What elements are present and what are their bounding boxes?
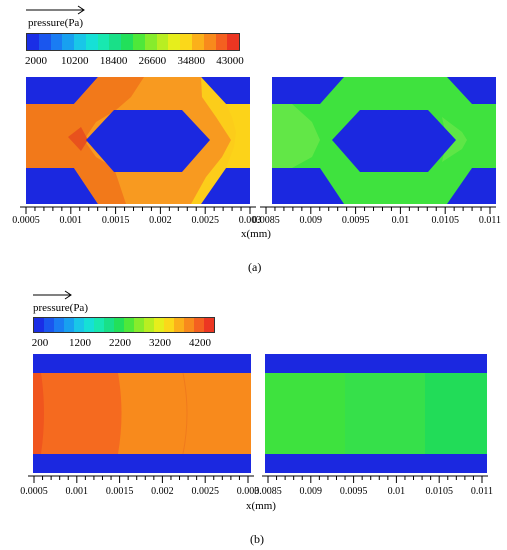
colorbar-swatch — [184, 318, 194, 332]
panel-label-a: (a) — [248, 260, 262, 274]
colorbar-swatch — [215, 34, 228, 50]
colorbar-tick-label: 26600 — [138, 55, 167, 67]
colorbar-swatch — [168, 34, 181, 50]
x-axis-right — [260, 206, 496, 214]
x-tick-label: 0.0085 — [252, 215, 280, 226]
colorbar-swatch — [156, 34, 169, 50]
colorbar-swatch — [174, 318, 184, 332]
x-axis-right — [262, 475, 488, 483]
x-axis-label: x(mm) — [246, 500, 276, 512]
colorbar-swatch — [144, 34, 157, 50]
pressure-field-left — [26, 77, 250, 204]
colorbar-swatch — [227, 34, 240, 50]
x-tick-label: 0.0015 — [105, 486, 134, 497]
colorbar-swatch — [114, 318, 124, 332]
colorbar-swatch — [144, 318, 154, 332]
x-tick-label: 0.0005 — [12, 215, 40, 226]
x-tick-label: 0.001 — [65, 486, 89, 497]
colorbar-tick-label: 2200 — [109, 337, 131, 349]
colorbar-swatch — [74, 318, 84, 332]
x-tick-label: 0.009 — [299, 215, 323, 226]
panel-label-b: (b) — [250, 532, 264, 546]
x-tick-label: 0.0085 — [254, 486, 282, 497]
colorbar-swatch — [97, 34, 110, 50]
colorbar-swatch — [133, 34, 145, 50]
colorbar-swatch — [204, 318, 214, 332]
colorbar-swatch — [54, 318, 64, 332]
x-axis-left — [28, 475, 254, 483]
colorbar-swatch — [180, 34, 192, 50]
colorbar-swatch — [121, 34, 134, 50]
colorbar-swatch — [38, 34, 51, 50]
colorbar-swatch — [27, 34, 39, 50]
colorbar-tick-label: 34800 — [177, 55, 205, 67]
pressure-field-right — [272, 77, 496, 204]
colorbar-swatch — [154, 318, 164, 332]
colorbar-swatch — [203, 34, 216, 50]
colorbar-swatch — [164, 318, 174, 332]
colorbar-tick-label: 10200 — [61, 55, 89, 67]
x-tick-label: 0.003 — [236, 486, 260, 497]
legend-title: pressure(Pa) — [33, 302, 88, 314]
x-tick-label: 0.003 — [238, 215, 262, 226]
x-tick-label: 0.009 — [299, 486, 323, 497]
colorbar-swatch — [104, 318, 114, 332]
legend-title: pressure(Pa) — [28, 17, 83, 29]
colorbar — [26, 33, 240, 51]
colorbar-swatch — [85, 34, 98, 50]
x-tick-label: 0.0095 — [341, 215, 370, 226]
x-tick-label: 0.0015 — [101, 215, 130, 226]
x-tick-label: 0.01 — [387, 486, 406, 497]
x-tick-label: 0.011 — [470, 486, 494, 497]
x-tick-label: 0.002 — [151, 486, 174, 497]
colorbar-tick-label: 4200 — [189, 337, 211, 349]
pressure-field-right — [265, 354, 487, 473]
colorbar-swatch — [64, 318, 74, 332]
colorbar-swatch — [84, 318, 94, 332]
colorbar-swatch — [134, 318, 144, 332]
colorbar-tick-label: 1200 — [69, 337, 91, 349]
x-tick-label: 0.011 — [478, 215, 502, 226]
colorbar-swatch — [74, 34, 86, 50]
colorbar-swatch — [62, 34, 75, 50]
colorbar — [33, 317, 215, 333]
x-tick-label: 0.0105 — [425, 486, 453, 497]
colorbar-tick-label: 200 — [31, 337, 49, 349]
colorbar-swatch — [109, 34, 122, 50]
colorbar-swatch — [94, 318, 104, 332]
legend-arrow-icon — [33, 290, 72, 300]
x-tick-label: 0.001 — [59, 215, 83, 226]
x-tick-label: 0.0095 — [339, 486, 368, 497]
colorbar-swatch — [34, 318, 44, 332]
colorbar-swatch — [124, 318, 134, 332]
x-tick-label: 0.002 — [149, 215, 172, 226]
legend-arrow-icon — [26, 5, 85, 15]
pressure-field-left — [33, 354, 251, 473]
x-axis-label: x(mm) — [241, 228, 271, 240]
x-tick-label: 0.0025 — [191, 486, 219, 497]
colorbar-tick-label: 18400 — [99, 55, 128, 67]
colorbar-swatch — [191, 34, 204, 50]
colorbar-tick-label: 2000 — [25, 55, 47, 67]
colorbar-tick-label: 43000 — [216, 55, 244, 67]
x-tick-label: 0.01 — [391, 215, 410, 226]
colorbar-tick-label: 3200 — [149, 337, 171, 349]
x-tick-label: 0.0105 — [431, 215, 459, 226]
colorbar-swatch — [50, 34, 63, 50]
colorbar-swatch — [194, 318, 204, 332]
x-tick-label: 0.0005 — [20, 486, 48, 497]
x-axis-left — [20, 206, 256, 214]
colorbar-swatch — [44, 318, 54, 332]
x-tick-label: 0.0025 — [191, 215, 219, 226]
